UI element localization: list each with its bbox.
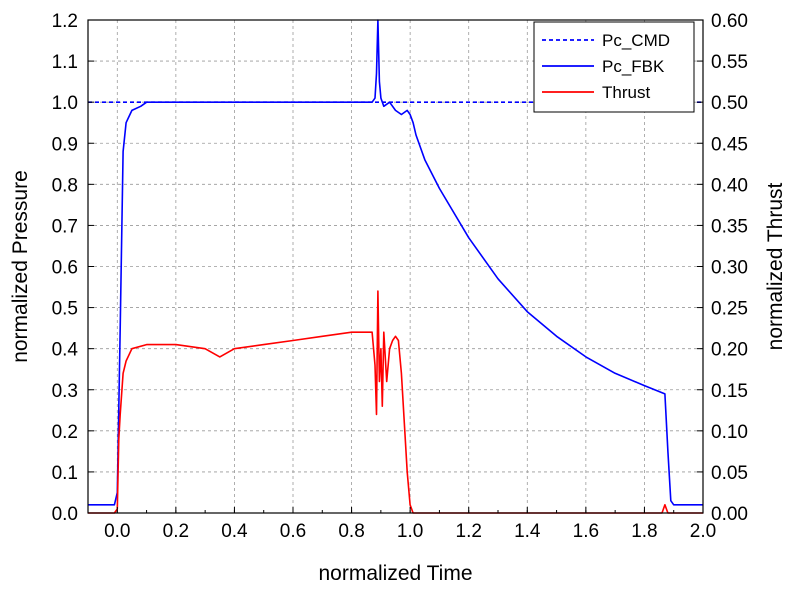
y2-tick-label: 0.55	[711, 52, 748, 73]
y-tick-label: 0.5	[52, 299, 78, 320]
legend-label: Thrust	[602, 83, 650, 102]
y-tick-label: 1.2	[52, 11, 78, 32]
y2-tick-label: 0.50	[711, 93, 748, 114]
y2-tick-label: 0.05	[711, 463, 748, 484]
y2-tick-label: 0.40	[711, 175, 748, 196]
x-tick-label: 0.8	[338, 521, 364, 542]
y-tick-label: 0.3	[52, 381, 78, 402]
x-tick-label: 0.6	[280, 521, 306, 542]
y2-tick-label: 0.35	[711, 216, 748, 237]
x-tick-label: 1.4	[514, 521, 541, 542]
series-line-thrust	[88, 290, 703, 514]
y-tick-label: 1.0	[52, 93, 78, 114]
legend: Pc_CMD Pc_FBK Thrust	[533, 21, 695, 113]
y-axis-title: normalized Pressure	[9, 170, 32, 363]
y2-axis-title: normalized Thrust	[764, 182, 787, 350]
y2-tick-label: 0.20	[711, 340, 748, 361]
x-tick-label: 0.4	[221, 521, 248, 542]
x-tick-label: 1.0	[397, 521, 423, 542]
x-tick-label: 1.2	[456, 521, 482, 542]
legend-label: Pc_FBK	[602, 57, 665, 76]
y2-tick-label: 0.00	[711, 504, 748, 525]
x-tick-label: 1.6	[573, 521, 599, 542]
y-tick-label: 0.8	[52, 175, 78, 196]
y-tick-label: 0.4	[52, 340, 79, 361]
x-tick-label: 2.0	[690, 521, 716, 542]
y-tick-label: 0.1	[52, 463, 78, 484]
y-tick-label: 0.0	[52, 504, 78, 525]
axis-ticks: 0.0 0.2 0.4 0.6 0.8 1.0 1.2 1.4 1.6 1.8 2.00.00.10…	[52, 11, 748, 542]
y-tick-label: 0.7	[52, 216, 78, 237]
legend-label: Pc_CMD	[602, 31, 670, 50]
y-tick-label: 0.2	[52, 422, 78, 443]
y-tick-label: 0.6	[52, 258, 78, 279]
y-tick-label: 0.9	[52, 134, 78, 155]
y2-tick-label: 0.15	[711, 381, 748, 402]
series-line-pc-fbk	[88, 19, 703, 506]
y2-tick-label: 0.25	[711, 299, 748, 320]
y2-tick-label: 0.45	[711, 134, 748, 155]
y-tick-label: 1.1	[52, 52, 78, 73]
x-tick-label: 0.2	[163, 521, 189, 542]
x-tick-label: 0.0	[104, 521, 130, 542]
legend-box	[533, 21, 695, 113]
y2-tick-label: 0.60	[711, 11, 748, 32]
x-tick-label: 1.8	[631, 521, 657, 542]
y2-tick-label: 0.10	[711, 422, 748, 443]
grid	[88, 20, 704, 513]
x-axis-title: normalized Time	[318, 562, 472, 585]
y2-tick-label: 0.30	[711, 258, 748, 279]
